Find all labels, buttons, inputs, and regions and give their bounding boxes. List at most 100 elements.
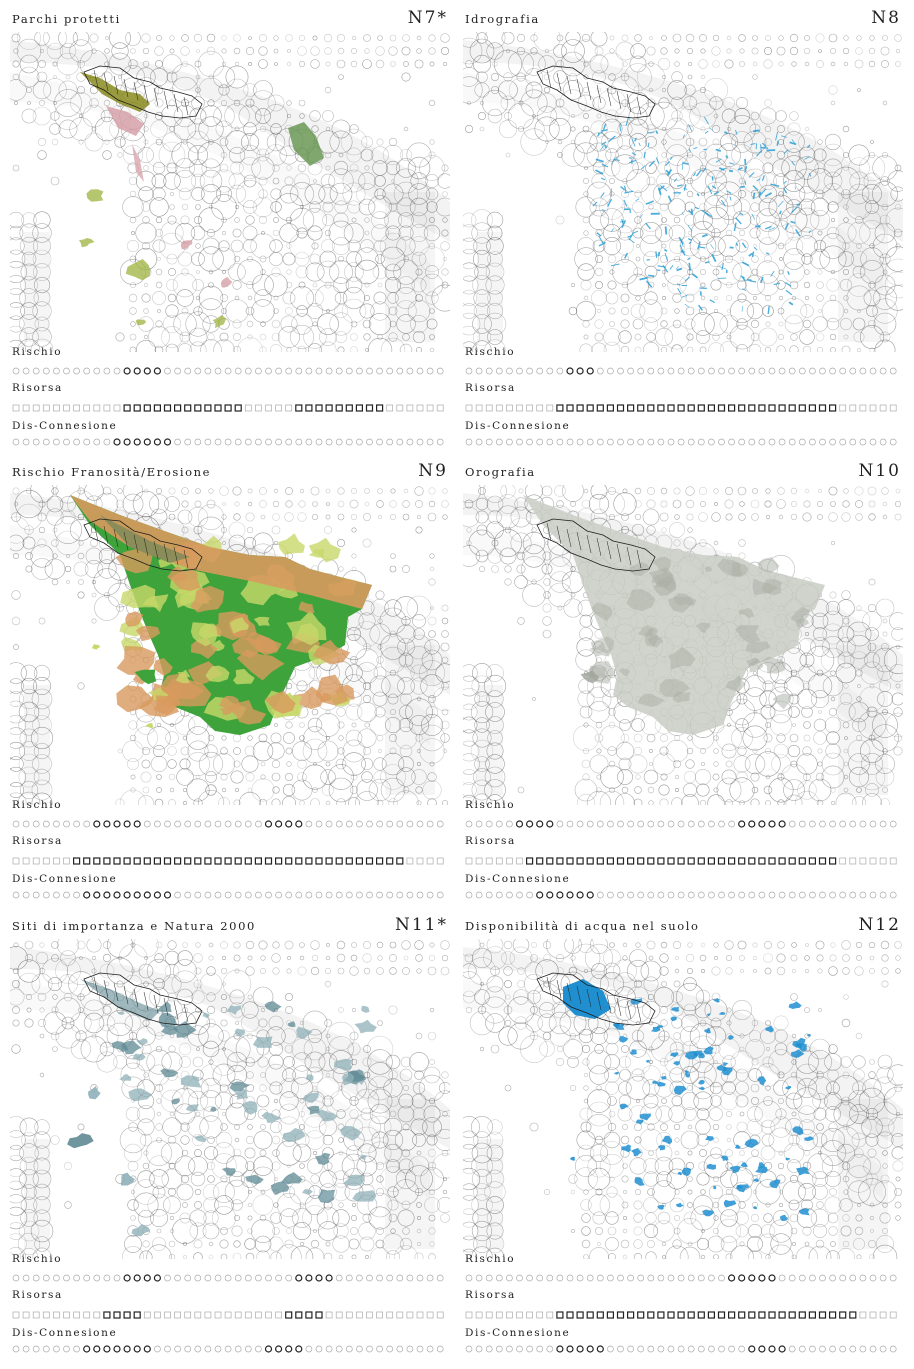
park-migliarino (106, 106, 144, 136)
natura-site (352, 1190, 377, 1202)
island-site (120, 1172, 135, 1186)
park-spot (181, 240, 193, 250)
water-spot (660, 1076, 667, 1080)
natura-site (160, 1068, 179, 1078)
natura-site (118, 1011, 125, 1015)
relief-patch (659, 679, 690, 698)
water-spot (650, 1027, 661, 1032)
park-apuane (80, 72, 150, 112)
water-spot (684, 1072, 691, 1078)
water-spot (785, 1157, 791, 1161)
island-park (125, 259, 151, 281)
relief-patch (637, 693, 665, 707)
natura-site (132, 1053, 146, 1061)
water-spot (713, 997, 720, 1003)
rischio-indicator-row (12, 1274, 444, 1282)
erosion-patch (142, 594, 169, 613)
water-spot (698, 1086, 705, 1091)
relief-patch (745, 641, 771, 653)
relief-patch (761, 656, 786, 674)
natura-site (316, 1109, 338, 1122)
map-frane (10, 485, 450, 805)
erosion-patch (278, 533, 305, 555)
label-risorsa: Risorsa (12, 835, 63, 847)
natura-site (171, 1098, 180, 1105)
relief-patch (651, 571, 674, 588)
erosion-patch (229, 617, 249, 634)
label-rischio: Rischio (465, 346, 516, 358)
natura-site (270, 1181, 290, 1195)
natura-site (342, 1174, 364, 1186)
connessione-indicator-row (12, 1345, 444, 1353)
risorsa-indicator-row (12, 1311, 444, 1319)
map-acqua (463, 939, 903, 1259)
water-spot (736, 1184, 750, 1193)
label-connessione: Dis-Connesione (465, 420, 571, 432)
label-connessione: Dis-Connesione (12, 420, 118, 432)
water-spot (658, 1145, 666, 1151)
connessione-indicator-row (12, 438, 444, 446)
erosion-patch (172, 567, 201, 591)
terrain-shading (10, 40, 450, 342)
natura-site (361, 1005, 370, 1013)
connessione-indicator-row (12, 891, 444, 899)
water-spot (779, 1214, 788, 1221)
water-spot (621, 1144, 632, 1153)
rischio-indicator-row (465, 820, 897, 828)
overlay-orografia (523, 495, 825, 735)
panel-code: N12 (858, 915, 901, 935)
water-spot (657, 1205, 665, 1210)
overlay-frane (70, 495, 372, 735)
panel-title: Rischio Franosità/Erosione (12, 465, 212, 479)
connessione-indicator-row (465, 438, 897, 446)
natura-site (264, 1001, 282, 1013)
apennine-boundary (536, 518, 656, 572)
park-spot (212, 315, 227, 329)
label-risorsa: Risorsa (465, 382, 516, 394)
panel-n11: Siti di importanza e Natura 2000 N11* Risc… (10, 915, 450, 1357)
erosion-patch (115, 549, 154, 574)
erosion-patch (125, 611, 144, 627)
relief-patch (626, 589, 656, 611)
water-spot (631, 1148, 642, 1157)
panel-code: N9 (418, 461, 448, 481)
water-spot (769, 1179, 781, 1189)
erosion-patch (294, 623, 319, 646)
water-spot (613, 1023, 625, 1030)
natura-site (202, 1012, 210, 1019)
label-connessione: Dis-Connesione (465, 873, 571, 885)
label-risorsa: Risorsa (12, 1289, 63, 1301)
natura-site (234, 1028, 246, 1037)
water-spot (734, 1144, 741, 1149)
relief-patch (589, 642, 611, 657)
relief-patch (704, 566, 712, 573)
water-spot (704, 1027, 711, 1034)
water-spot (636, 1119, 644, 1125)
panel-code: N10 (858, 461, 901, 481)
water-spot (673, 1061, 680, 1066)
water-spot (796, 1166, 810, 1176)
relief-patch (748, 659, 764, 673)
label-rischio: Rischio (465, 799, 516, 811)
label-connessione: Dis-Connesione (465, 1327, 571, 1339)
natura-site (242, 1100, 258, 1115)
erosion-patch (229, 700, 267, 725)
map-idrografia (463, 32, 903, 352)
island (145, 723, 154, 729)
erosion-patch (245, 631, 282, 656)
natura-site (209, 1106, 217, 1112)
panel-title: Parchi protetti (12, 12, 121, 26)
panel-title: Siti di importanza e Natura 2000 (12, 919, 256, 933)
water-spot (706, 1163, 716, 1170)
panel-n10: Orografia N10 Rischio Risorsa Dis-Connesione (463, 461, 903, 903)
water-spot (753, 1178, 759, 1182)
label-risorsa: Risorsa (465, 1289, 516, 1301)
apennine-boundary (83, 972, 203, 1026)
circle-grid (463, 32, 903, 352)
natura-site (172, 1021, 197, 1038)
water-spot (718, 1012, 726, 1015)
erosion-patch (308, 537, 341, 563)
region-relief (523, 495, 825, 735)
water-cluster-north (563, 979, 611, 1019)
water-spot (740, 1162, 748, 1167)
